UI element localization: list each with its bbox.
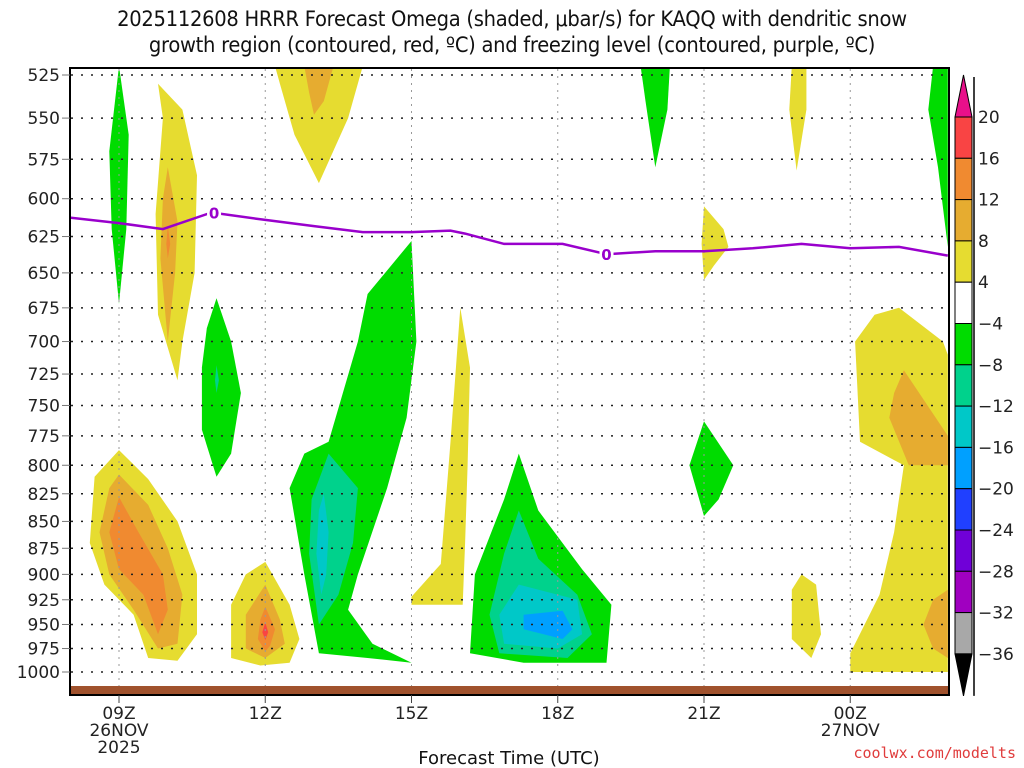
x-axis-label: Forecast Time (UTC) [418,748,599,768]
y-tick-label: 675 [28,299,60,319]
colorbar-bin [954,405,973,448]
x-tick-label: 12Z [249,704,282,724]
colorbar-bin [954,240,973,283]
x-tick-label: 26NOV [89,721,148,741]
credit-link[interactable]: coolwx.com/modelts [853,744,1016,762]
omega-region-green-1100-mid [201,298,241,477]
y-tick-label: 825 [28,485,60,505]
y-tick-label: 875 [28,539,60,559]
y-tick-label: 950 [28,615,60,635]
freezing-level-label-bg [599,245,614,263]
y-tick-label: 700 [28,333,60,353]
colorbar-label: −24 [978,521,1014,541]
colorbar-label: −8 [978,356,1003,376]
omega-region-orange-0930-low-core [109,497,168,635]
x-tick-label: 09Z [102,704,135,724]
freezing-level-label: 0 [209,205,219,223]
colorbar-bin [954,199,973,242]
colorbar-legend: 20 16 12 8 4 −4 −8 −12 −16 −20 −24 −28 −32 −36 [954,74,1014,696]
plot-frame [69,67,950,696]
omega-region-blue-1800 [523,610,573,639]
y-tick-label: 650 [28,264,60,284]
y-tick-label: 750 [28,396,60,416]
colorbar-bin [954,364,973,407]
omega-region-orange-0030-right-low [923,589,948,658]
chart-title: 2025112608 HRRR Forecast Omega (shaded, … [36,6,988,58]
colorbar-bin [954,570,973,614]
y-axis: 525 550 575 600 625 650 675 700 725 750 775 800 825 8… [17,66,70,683]
omega-region-cyan-1300 [316,493,329,595]
chart-title-line-2: growth region (contoured, red, ºC) and f… [148,33,876,57]
omega-region-green-2530-top [928,69,948,247]
colorbar-label: −12 [978,397,1014,417]
y-tick-label: 800 [28,456,60,476]
x-tick-label: 27NOV [821,721,880,741]
colorbar-arrow-top [954,74,973,118]
y-tick-label: 575 [28,150,60,170]
y-tick-label: 725 [28,365,60,385]
omega-region-orange-1230-top [304,69,333,115]
y-tick-label: 975 [28,640,60,660]
omega-region-yellow-2200-top [789,69,807,171]
y-tick-label: 600 [28,190,60,210]
omega-region-orange-0030-right-mid [889,370,948,466]
colorbar-label: −4 [978,315,1003,335]
omega-region-orange-core-1000 [166,226,171,259]
y-tick-label: 525 [28,66,60,86]
y-tick-label: 550 [28,109,60,129]
colorbar-bin [954,323,973,366]
x-tick-label: 2025 [97,738,140,758]
freezing-level-contour: 00 [71,203,948,264]
grid-lines [71,69,948,686]
omega-region-yellow-2230-small [791,574,821,658]
omega-region-teal-1100-mid [215,365,219,393]
freezing-level-label-bg [207,203,222,221]
colorbar-label: 16 [978,149,1000,169]
freezing-level-line [71,211,948,257]
x-tick-label: 18Z [541,704,574,724]
colorbar-label: 8 [978,232,989,252]
colorbar-bin [954,157,973,201]
colorbar-bin [954,446,973,490]
colorbar-bin [954,116,973,159]
freezing-level-label: 0 [601,246,611,264]
omega-shaded-regions [89,69,948,672]
colorbar-label: −32 [978,604,1014,624]
omega-region-green-2100-small [689,421,734,516]
colorbar-label: 20 [978,108,1000,128]
x-tick-label: 21Z [687,704,720,724]
omega-region-yellow-1230-top [275,69,362,184]
colorbar-label: −20 [978,480,1014,500]
colorbar-label: 12 [978,191,1000,211]
colorbar-label: −28 [978,562,1014,582]
colorbar-label: −16 [978,438,1014,458]
colorbar-label: −36 [978,645,1014,665]
omega-region-yellow-0030-right [850,307,948,672]
x-tick-label: 00Z [834,704,867,724]
omega-region-green-2000-top [641,69,670,168]
colorbar-label: 4 [978,273,989,293]
ground-bar [71,686,948,694]
x-tick-label: 15Z [395,704,428,724]
colorbar-bin [954,612,973,655]
y-tick-label: 900 [28,565,60,585]
colorbar-bin [954,281,973,325]
y-tick-label: 925 [28,591,60,611]
colorbar-bin [954,529,973,572]
colorbar-bin [954,488,973,531]
y-tick-label: 1000 [17,663,60,683]
omega-region-yellow-1530-strip [411,307,470,605]
omega-region-orange-1000-upper [160,167,178,342]
colorbar-arrow-bottom [954,653,973,696]
omega-region-red-1200-low [262,622,269,640]
omega-region-yellow-2100-small [701,206,729,280]
omega-region-green-0909-upper [109,69,129,304]
y-tick-label: 625 [28,228,60,248]
chart-title-line-1: 2025112608 HRRR Forecast Omega (shaded, … [117,7,907,31]
y-tick-label: 775 [28,427,60,447]
y-tick-label: 850 [28,512,60,532]
